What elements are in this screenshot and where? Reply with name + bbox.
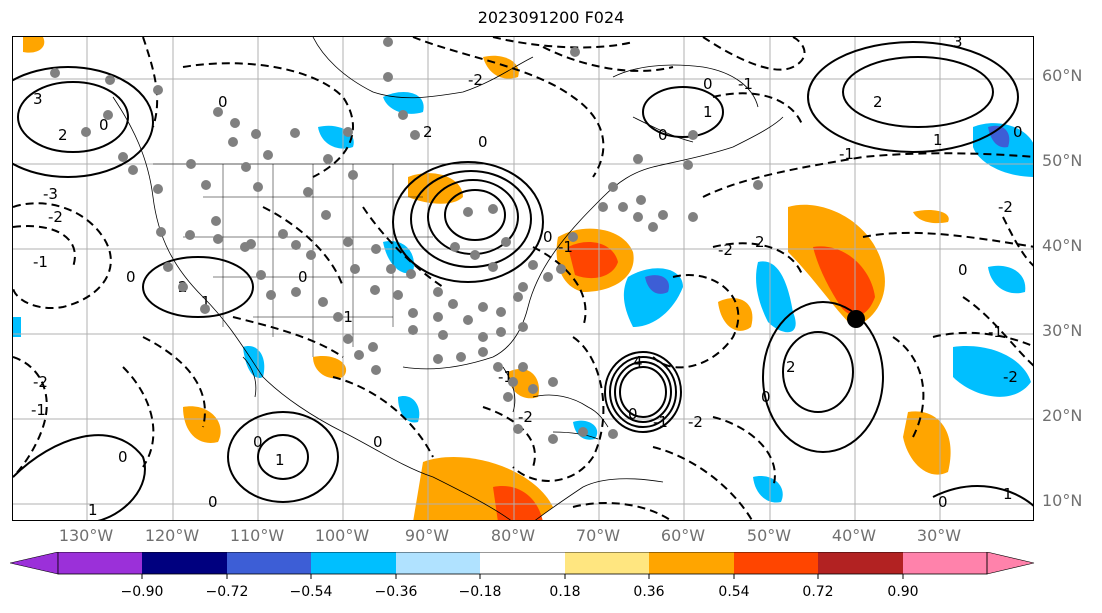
colorbar-segment xyxy=(649,552,734,574)
contour-label: 0 xyxy=(761,388,771,406)
contour-label: 0 xyxy=(253,433,263,451)
contour-label: 4 xyxy=(633,353,643,371)
lat-label-40n: 40°N xyxy=(1042,236,1083,255)
lon-label-70w: 70°W xyxy=(575,526,621,545)
contour-label: -1 xyxy=(653,413,668,431)
contour-label: 0 xyxy=(938,493,948,511)
contour-label: -2 xyxy=(998,198,1013,216)
lon-label-30w: 30°W xyxy=(916,526,962,545)
contour-label: 0 xyxy=(298,268,308,286)
colorbar-tick-label: 0.36 xyxy=(633,584,665,600)
colorbar-tick-label: −0.18 xyxy=(458,584,502,600)
colorbar-segment xyxy=(396,552,480,574)
contour-label: -3 xyxy=(43,185,58,203)
lon-label-40w: 40°W xyxy=(831,526,877,545)
contour-label: 2 xyxy=(786,358,796,376)
contour-label: 0 xyxy=(99,116,109,134)
contour-label: -2 xyxy=(33,373,48,391)
contour-label: -1 xyxy=(839,145,854,163)
lon-label-110w: 110°W xyxy=(229,526,285,545)
contour-label: -2 xyxy=(1003,368,1018,386)
colorbar-segment xyxy=(311,552,396,574)
contour-label: -1 xyxy=(558,238,573,256)
contour-label: 0 xyxy=(628,405,638,423)
anomaly-shading xyxy=(13,37,1033,520)
contour-label: 0 xyxy=(118,448,128,466)
colorbar-tick-label: −0.90 xyxy=(120,584,164,600)
colorbar-segment xyxy=(227,552,311,574)
contour-label: 1 xyxy=(88,501,98,519)
map-panel: 3 2 0 -3 -2 -1 0 2 1 0 -1 0 2 0 -2 0 -1 … xyxy=(12,36,1034,521)
contour-label: 0 xyxy=(373,433,383,451)
colorbar-tick-label: 0.72 xyxy=(802,584,834,600)
contour-label: 1 xyxy=(933,131,943,149)
positive-contours xyxy=(13,41,1033,520)
contour-label: 0 xyxy=(126,268,136,286)
observation-points xyxy=(50,37,763,444)
contour-label: 0 xyxy=(658,126,668,144)
contour-label: 1 xyxy=(1003,485,1013,503)
contour-label: 0 xyxy=(208,493,218,511)
contour-label: -2 xyxy=(468,71,483,89)
contour-label: 0 xyxy=(543,228,553,246)
contour-labels: 3 2 0 -3 -2 -1 0 2 1 0 -1 0 2 0 -2 0 -1 … xyxy=(31,37,1023,519)
colorbar-tick-label: −0.36 xyxy=(374,584,418,600)
colorbar-segment xyxy=(986,552,1035,575)
lon-label-120w: 120°W xyxy=(144,526,200,545)
colorbar-tick-label: 0.54 xyxy=(718,584,750,600)
weather-map: 3 2 0 -3 -2 -1 0 2 1 0 -1 0 2 0 -2 0 -1 … xyxy=(13,37,1033,520)
contour-label: -2 xyxy=(518,408,533,426)
colorbar-segment xyxy=(480,552,565,574)
contour-label: 1 xyxy=(201,293,211,311)
contour-label: 3 xyxy=(33,90,43,108)
lat-label-60n: 60°N xyxy=(1042,66,1083,85)
colorbar-tick-label: −0.72 xyxy=(205,584,249,600)
contour-label: -2 xyxy=(718,241,733,259)
contour-label: -1 xyxy=(31,401,46,419)
colorbar-tick-label: 0.90 xyxy=(887,584,919,600)
colorbar-segment xyxy=(818,552,903,574)
lon-label-100w: 100°W xyxy=(314,526,370,545)
lon-label-60w: 60°W xyxy=(660,526,706,545)
contour-label: -1 xyxy=(33,253,48,271)
contour-label: -2 xyxy=(48,208,63,226)
contour-label: 0 xyxy=(1013,123,1023,141)
contour-label: 0 xyxy=(478,133,488,151)
storm-center-marker xyxy=(847,310,865,328)
contour-label: 2 xyxy=(58,126,68,144)
contour-label: -1 xyxy=(738,75,753,93)
contour-label: 0 xyxy=(218,93,228,111)
colorbar-segment xyxy=(58,552,142,574)
lon-label-80w: 80°W xyxy=(490,526,536,545)
contour-label: -1 xyxy=(338,308,353,326)
contour-label: 2 xyxy=(423,123,433,141)
colorbar-segment xyxy=(10,552,59,575)
colorbar-tick-label: −0.54 xyxy=(289,584,333,600)
contour-label: 2 xyxy=(873,93,883,111)
contour-label: 1 xyxy=(703,103,713,121)
contour-label: 1 xyxy=(275,451,285,469)
lon-label-50w: 50°W xyxy=(746,526,792,545)
lat-label-30n: 30°N xyxy=(1042,321,1083,340)
lat-label-20n: 20°N xyxy=(1042,406,1083,425)
colorbar-segment xyxy=(142,552,227,574)
contour-label: 0 xyxy=(703,75,713,93)
lon-label-90w: 90°W xyxy=(404,526,450,545)
map-title: 2023091200 F024 xyxy=(477,8,625,27)
colorbar-segment xyxy=(903,552,987,574)
contour-label: -2 xyxy=(688,413,703,431)
lon-label-130w: 130°W xyxy=(58,526,114,545)
colorbar-segment xyxy=(734,552,818,574)
colorbar xyxy=(10,552,1035,579)
contour-label: 3 xyxy=(953,37,963,51)
contour-label: -1 xyxy=(988,323,1003,341)
contour-label: 0 xyxy=(958,261,968,279)
lat-label-50n: 50°N xyxy=(1042,151,1083,170)
lat-label-10n: 10°N xyxy=(1042,491,1083,510)
contour-label: 2 xyxy=(755,233,765,251)
colorbar-tick-label: 0.18 xyxy=(549,584,581,600)
colorbar-segment xyxy=(565,552,649,574)
negative-contours xyxy=(13,37,1033,520)
state-borders xyxy=(153,163,483,357)
